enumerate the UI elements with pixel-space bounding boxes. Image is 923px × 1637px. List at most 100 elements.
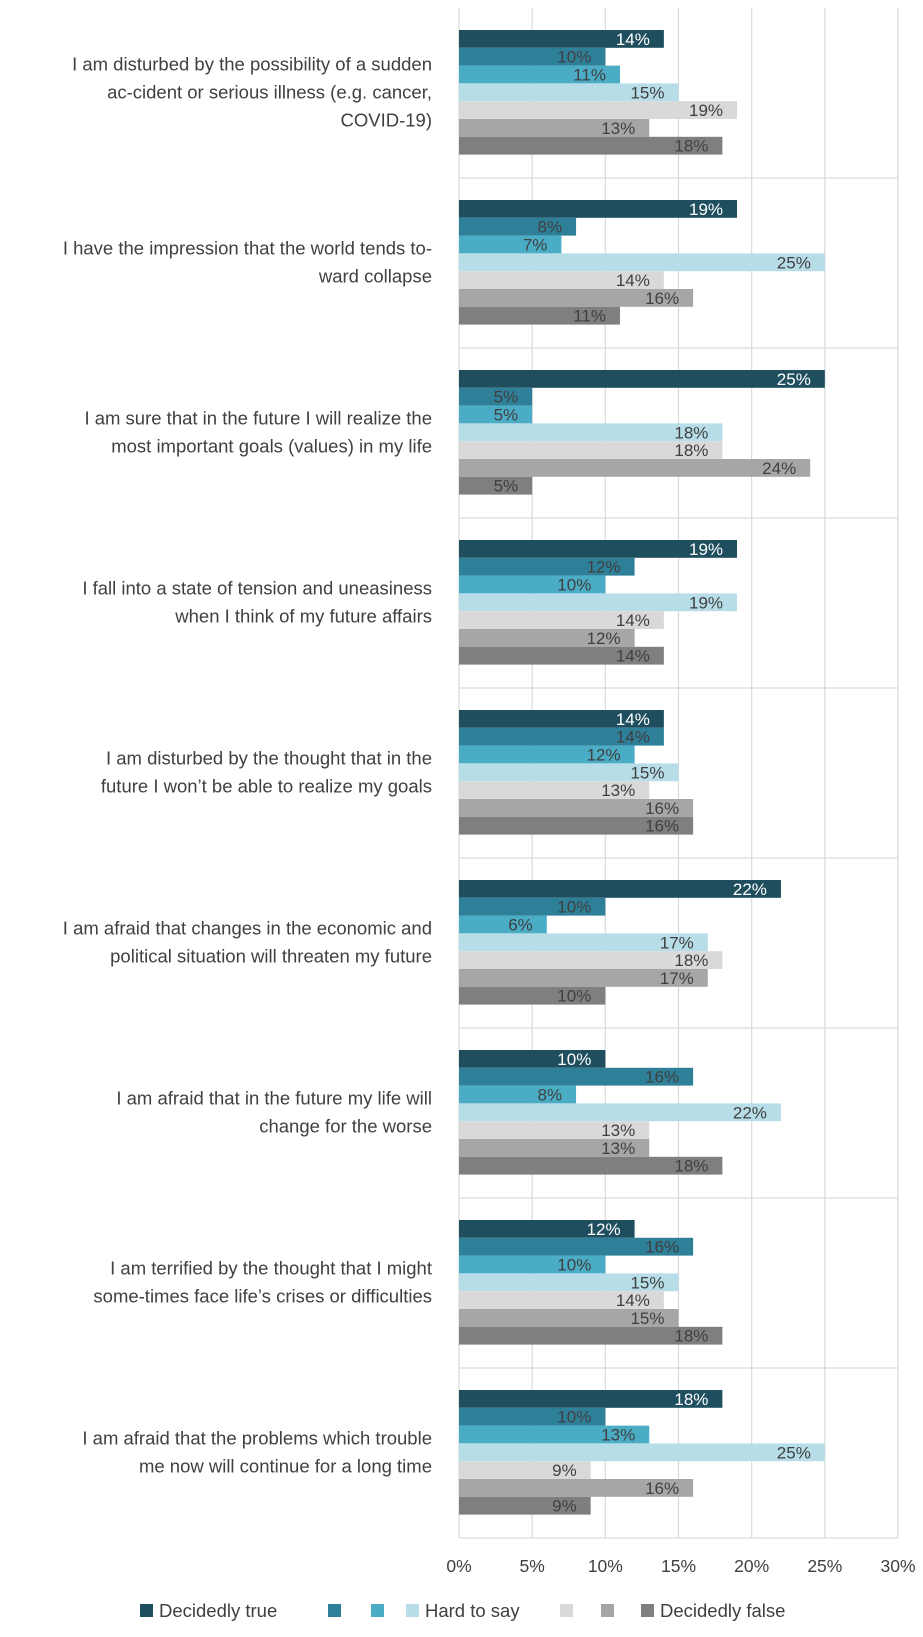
bar xyxy=(459,1067,694,1086)
bar xyxy=(459,1085,577,1104)
legend-item xyxy=(601,1604,614,1617)
bar xyxy=(459,1273,679,1292)
bar xyxy=(459,1121,650,1139)
category-label: I have the impression that the world ten… xyxy=(63,237,432,286)
legend-item: Hard to say xyxy=(406,1600,520,1621)
data-label: 16% xyxy=(645,1068,679,1087)
data-label: 12% xyxy=(587,1220,621,1239)
bar xyxy=(459,83,679,102)
data-label: 11% xyxy=(573,66,606,85)
bar xyxy=(459,781,650,799)
data-label: 12% xyxy=(587,558,621,577)
category-label: I fall into a state of tension and uneas… xyxy=(82,577,432,626)
legend-swatch xyxy=(560,1604,573,1617)
data-label: 10% xyxy=(557,1050,591,1069)
bar xyxy=(459,1443,825,1462)
bar xyxy=(459,969,708,987)
category-group: 19% 8%7% 25% 14%16% 11% xyxy=(459,200,825,326)
data-label: 14% xyxy=(616,647,650,666)
data-label: 15% xyxy=(630,1309,664,1328)
category-labels: I am disturbed by the possibility of a s… xyxy=(63,53,432,1476)
bar xyxy=(459,253,825,272)
bar xyxy=(459,933,708,952)
bar xyxy=(459,799,694,817)
category-group: 22% 10% 6% 17%18%17% 10% xyxy=(459,880,781,1006)
data-label: 18% xyxy=(674,423,708,442)
category-group: 14%14%12%15%13%16%16% xyxy=(459,710,694,836)
category-label: I am afraid that the problems which trou… xyxy=(82,1427,432,1476)
category-group: 18% 10% 13% 25% 9% 16% 9% xyxy=(459,1390,825,1516)
category-group: 14% 10%11% 15% 19% 13% 18% xyxy=(459,30,738,156)
data-label: 8% xyxy=(537,218,562,237)
data-label: 16% xyxy=(645,799,679,818)
bar xyxy=(459,727,664,746)
category-group: 12% 16% 10% 15%14%15% 18% xyxy=(459,1220,723,1346)
data-label: 25% xyxy=(777,370,811,389)
data-label: 5% xyxy=(494,477,519,496)
category-label: I am sure that in the future I will real… xyxy=(84,407,432,456)
data-label: 10% xyxy=(557,898,591,917)
x-tick-label: 5% xyxy=(520,1556,545,1576)
bar xyxy=(459,540,738,558)
bar xyxy=(459,1461,591,1479)
x-axis-ticks: 0% 5% 10% 15% 20% 25% 30% xyxy=(446,1556,915,1576)
bar xyxy=(459,441,723,459)
data-label: 16% xyxy=(645,289,679,308)
category-label: I am afraid that in the future my life w… xyxy=(116,1087,432,1136)
data-label: 14% xyxy=(616,30,650,49)
bar xyxy=(459,476,533,495)
legend-item: Decidedly false xyxy=(641,1600,785,1621)
data-label: 18% xyxy=(674,1327,708,1346)
x-tick-label: 15% xyxy=(661,1556,696,1576)
x-tick-label: 30% xyxy=(880,1556,915,1576)
legend-swatch xyxy=(328,1604,341,1617)
bar xyxy=(459,915,547,934)
data-label: 22% xyxy=(733,1103,767,1122)
data-label: 14% xyxy=(616,728,650,747)
bar xyxy=(459,1291,664,1309)
data-label: 24% xyxy=(762,459,796,478)
bar xyxy=(459,65,620,84)
bar xyxy=(459,1139,650,1157)
x-tick-label: 25% xyxy=(807,1556,842,1576)
bar xyxy=(459,101,738,119)
bar xyxy=(459,289,694,307)
bar xyxy=(459,897,606,916)
data-label: 10% xyxy=(557,1256,591,1275)
bar xyxy=(459,217,577,236)
data-label: 17% xyxy=(660,933,694,952)
bar xyxy=(459,1156,723,1175)
bar xyxy=(459,1050,606,1068)
data-label: 16% xyxy=(645,1479,679,1498)
bar xyxy=(459,200,738,218)
data-label: 15% xyxy=(630,763,664,782)
data-label: 18% xyxy=(674,1157,708,1176)
legend-label: Hard to say xyxy=(425,1600,520,1621)
data-label: 16% xyxy=(645,1238,679,1257)
bar xyxy=(459,593,738,612)
category-group: 10% 16% 8% 22% 13%13% 18% xyxy=(459,1050,781,1176)
bar xyxy=(459,629,635,647)
bar xyxy=(459,557,635,576)
legend-item xyxy=(560,1604,573,1617)
data-label: 19% xyxy=(689,200,723,219)
x-tick-label: 20% xyxy=(734,1556,769,1576)
bar xyxy=(459,1496,591,1515)
data-label: 14% xyxy=(616,1291,650,1310)
category-label: I am afraid that changes in the economic… xyxy=(63,917,432,966)
bar xyxy=(459,136,723,155)
legend-swatch xyxy=(406,1604,419,1617)
data-label: 18% xyxy=(674,137,708,156)
bar xyxy=(459,1425,650,1444)
legend-item xyxy=(328,1604,341,1617)
legend-swatch xyxy=(641,1604,654,1617)
category-group: 19%12%10%19%14%12%14% xyxy=(459,540,738,666)
bar xyxy=(459,1326,723,1345)
legend-item xyxy=(371,1604,384,1617)
data-label: 12% xyxy=(587,746,621,765)
legend-swatch xyxy=(601,1604,614,1617)
data-label: 14% xyxy=(616,611,650,630)
data-label: 13% xyxy=(601,119,635,138)
data-label: 13% xyxy=(601,781,635,800)
